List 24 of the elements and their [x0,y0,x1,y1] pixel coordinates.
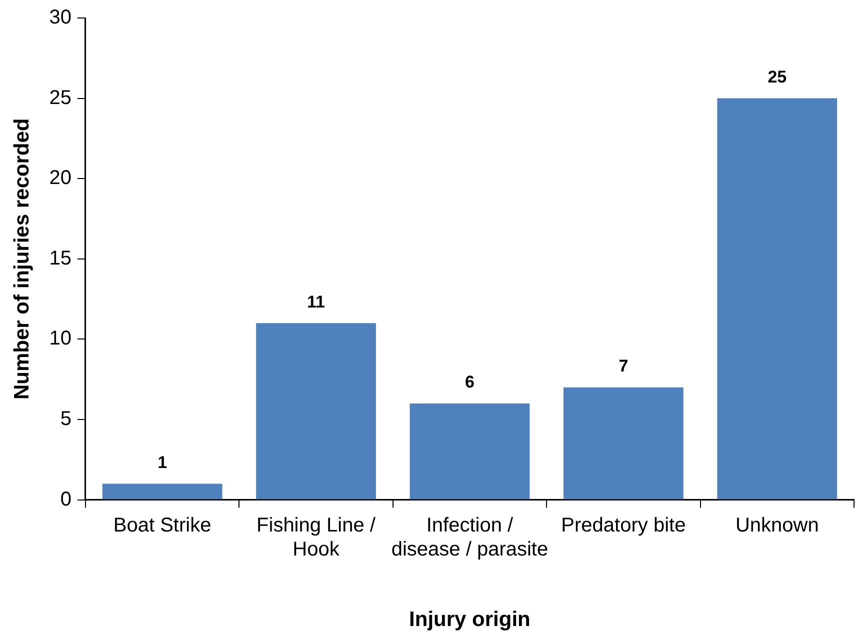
y-tick-label: 10 [49,328,72,350]
y-tick-label: 0 [60,488,72,510]
bar [563,387,684,500]
y-tick-label: 25 [49,86,72,109]
data-label: 6 [464,372,474,392]
x-tick-label: Unknown [735,514,819,536]
x-tick-label: Predatory bite [561,514,686,536]
y-tick-label: 30 [49,6,72,29]
data-label: 7 [618,356,628,376]
y-tick-label: 5 [60,408,72,430]
x-axis-title: Injury origin [409,608,530,632]
x-tick-label: Infection / disease / parasite [391,514,548,560]
data-label: 25 [768,67,787,86]
bar [102,484,222,500]
y-tick-label: 15 [49,247,72,270]
bar [256,323,376,500]
bar [410,403,530,500]
x-tick-label: Fishing Line / Hook [256,514,376,560]
y-axis-title: Number of injuries recorded [10,118,34,400]
data-label: 11 [307,292,326,312]
y-tick-label: 20 [49,167,72,190]
x-tick-label: Boat Strike [113,514,212,536]
bar [717,98,838,500]
data-label: 1 [158,452,168,472]
